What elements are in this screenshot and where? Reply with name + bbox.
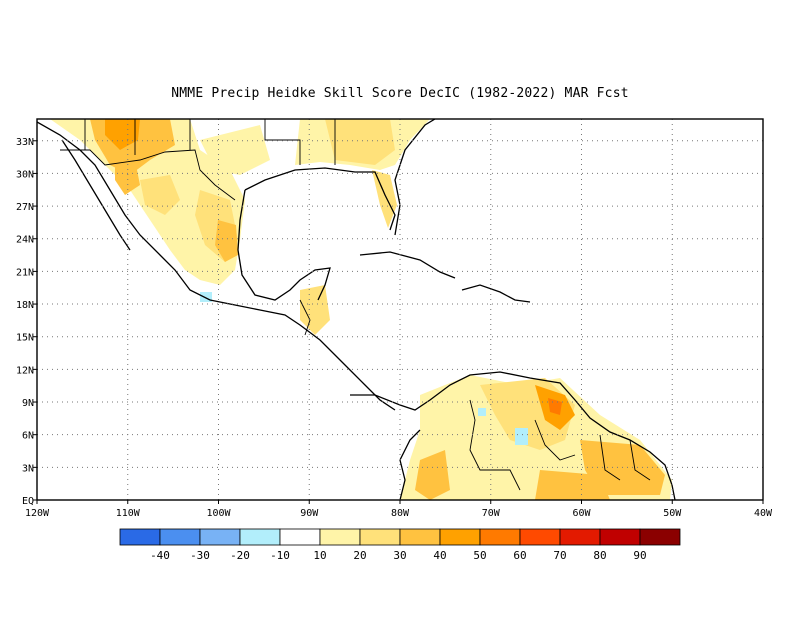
skill-shading (50, 119, 672, 500)
region-sa-negative-small (478, 408, 486, 416)
lon-tick-label: 90W (300, 508, 319, 519)
colorbar-label: -30 (190, 549, 210, 562)
colorbar-label: 20 (353, 549, 366, 562)
colorbar-swatch (519, 528, 561, 546)
colorbar-label: 10 (313, 549, 326, 562)
region-tamaulipas (215, 220, 238, 262)
colorbar-label: 80 (593, 549, 606, 562)
lat-tick-label: 18N (16, 300, 34, 311)
lon-tick-label: 100W (206, 508, 231, 519)
colorbar-swatch (319, 528, 361, 546)
lon-tick-label: 50W (663, 508, 682, 519)
colorbar-swatch (559, 528, 601, 546)
coastlines (37, 119, 676, 500)
lon-tick-label: 60W (572, 508, 591, 519)
region-n-brazil (535, 470, 610, 500)
lat-tick-label: 21N (16, 267, 34, 278)
colorbar-swatch (599, 528, 641, 546)
colorbar: -40 -30 -20 -10 10 20 30 40 50 60 70 80 90 (119, 528, 681, 562)
lon-tick-label: 110W (116, 508, 141, 519)
region-chihuahua (140, 175, 180, 215)
colorbar-swatch (199, 528, 241, 546)
colorbar-label: -40 (150, 549, 170, 562)
graticule (37, 119, 763, 500)
colorbar-label: 50 (473, 549, 486, 562)
colorbar-label: -20 (230, 549, 250, 562)
colorbar-swatch (399, 528, 441, 546)
colorbar-label: 30 (393, 549, 406, 562)
map-title: NMME Precip Heidke Skill Score DecIC (19… (171, 86, 629, 101)
colorbar-label: 60 (513, 549, 526, 562)
region-central-america (300, 285, 330, 335)
region-texas (200, 125, 270, 175)
lat-tick-label: 30N (16, 169, 34, 180)
colorbar-swatch (639, 528, 681, 546)
lat-tick-label: 3N (22, 463, 34, 474)
colorbar-swatch (119, 528, 161, 546)
lon-tick-label: 70W (482, 508, 501, 519)
colorbar-label: 90 (633, 549, 646, 562)
lon-tick-label: 120W (25, 508, 50, 519)
colorbar-swatch (239, 528, 281, 546)
region-sw-us-deep (105, 119, 140, 150)
region-colombia-west (415, 450, 450, 500)
region-orinoco-peak (548, 398, 562, 415)
latitude-axis: EQ 3N 6N 9N 12N 15N 18N 21N 24N 27N 30N 33N (16, 137, 37, 507)
colorbar-swatch (159, 528, 201, 546)
lon-tick-label: 40W (754, 508, 773, 519)
political-borders (60, 119, 651, 491)
colorbar-label: -10 (270, 549, 290, 562)
lon-tick-label: 80W (391, 508, 410, 519)
region-sa-negative (515, 428, 528, 445)
region-se-us-mid (325, 119, 395, 165)
colorbar-swatch (359, 528, 401, 546)
lat-tick-label: 6N (22, 431, 34, 442)
lat-tick-label: 24N (16, 235, 34, 246)
lat-tick-label: 12N (16, 365, 34, 376)
colorbar-swatch (479, 528, 521, 546)
colorbar-label: 70 (553, 549, 566, 562)
colorbar-swatch (439, 528, 481, 546)
region-florida (372, 170, 397, 228)
lat-tick-label: EQ (22, 496, 34, 507)
lat-tick-label: 9N (22, 398, 34, 409)
lat-tick-label: 27N (16, 202, 34, 213)
colorbar-swatch (279, 528, 321, 546)
longitude-axis: 120W 110W 100W 90W 80W 70W 60W 50W 40W (25, 500, 773, 519)
colorbar-label: 40 (433, 549, 446, 562)
lat-tick-label: 33N (16, 137, 34, 148)
lat-tick-label: 15N (16, 333, 34, 344)
region-sonora (115, 160, 140, 195)
